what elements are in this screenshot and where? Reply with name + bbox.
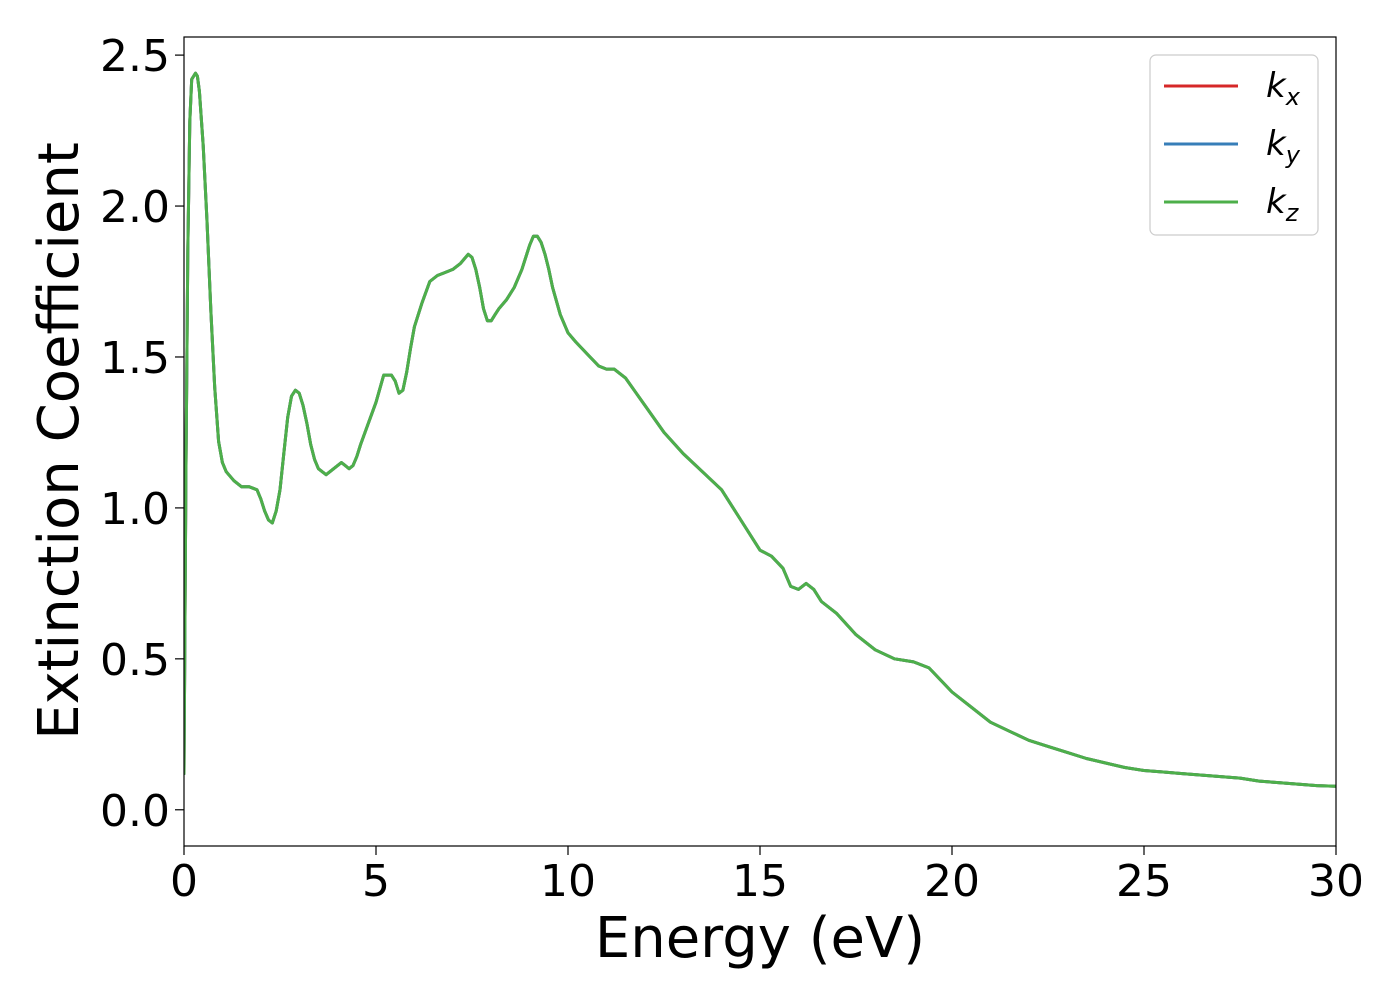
x-tick-label: 20 [924, 856, 980, 907]
x-tick-label: 10 [540, 856, 596, 907]
legend-label: kx [1266, 66, 1301, 111]
legend-items: kx ky kz [1164, 66, 1301, 227]
x-tick-label: 30 [1308, 856, 1364, 907]
x-tick-label: 15 [732, 856, 788, 907]
x-tick-label: 25 [1116, 856, 1172, 907]
y-tick-label: 0.5 [100, 635, 170, 686]
legend-label: kz [1266, 182, 1300, 227]
series-layer [184, 71, 1336, 788]
y-tick-label: 1.5 [100, 333, 170, 384]
x-axis-label: Energy (eV) [595, 906, 925, 971]
legend: kx ky kz [1149, 54, 1319, 236]
series-line-k-z [184, 71, 1336, 788]
plot-frame [183, 36, 1337, 847]
y-tick-label: 1.0 [100, 484, 170, 535]
x-tick-label: 0 [170, 856, 198, 907]
y-tick-label: 2.5 [100, 31, 170, 82]
y-axis-label: Extinction Coefficient [27, 142, 92, 740]
y-tick-label: 0.0 [100, 786, 170, 837]
legend-label: ky [1266, 124, 1301, 169]
y-tick-label: 2.0 [100, 182, 170, 233]
x-tick-label: 5 [362, 856, 390, 907]
ticks-layer: 0 5 10 15 20 25 30 0.0 0.5 1.0 1.5 2.0 2.5 [100, 31, 1364, 907]
